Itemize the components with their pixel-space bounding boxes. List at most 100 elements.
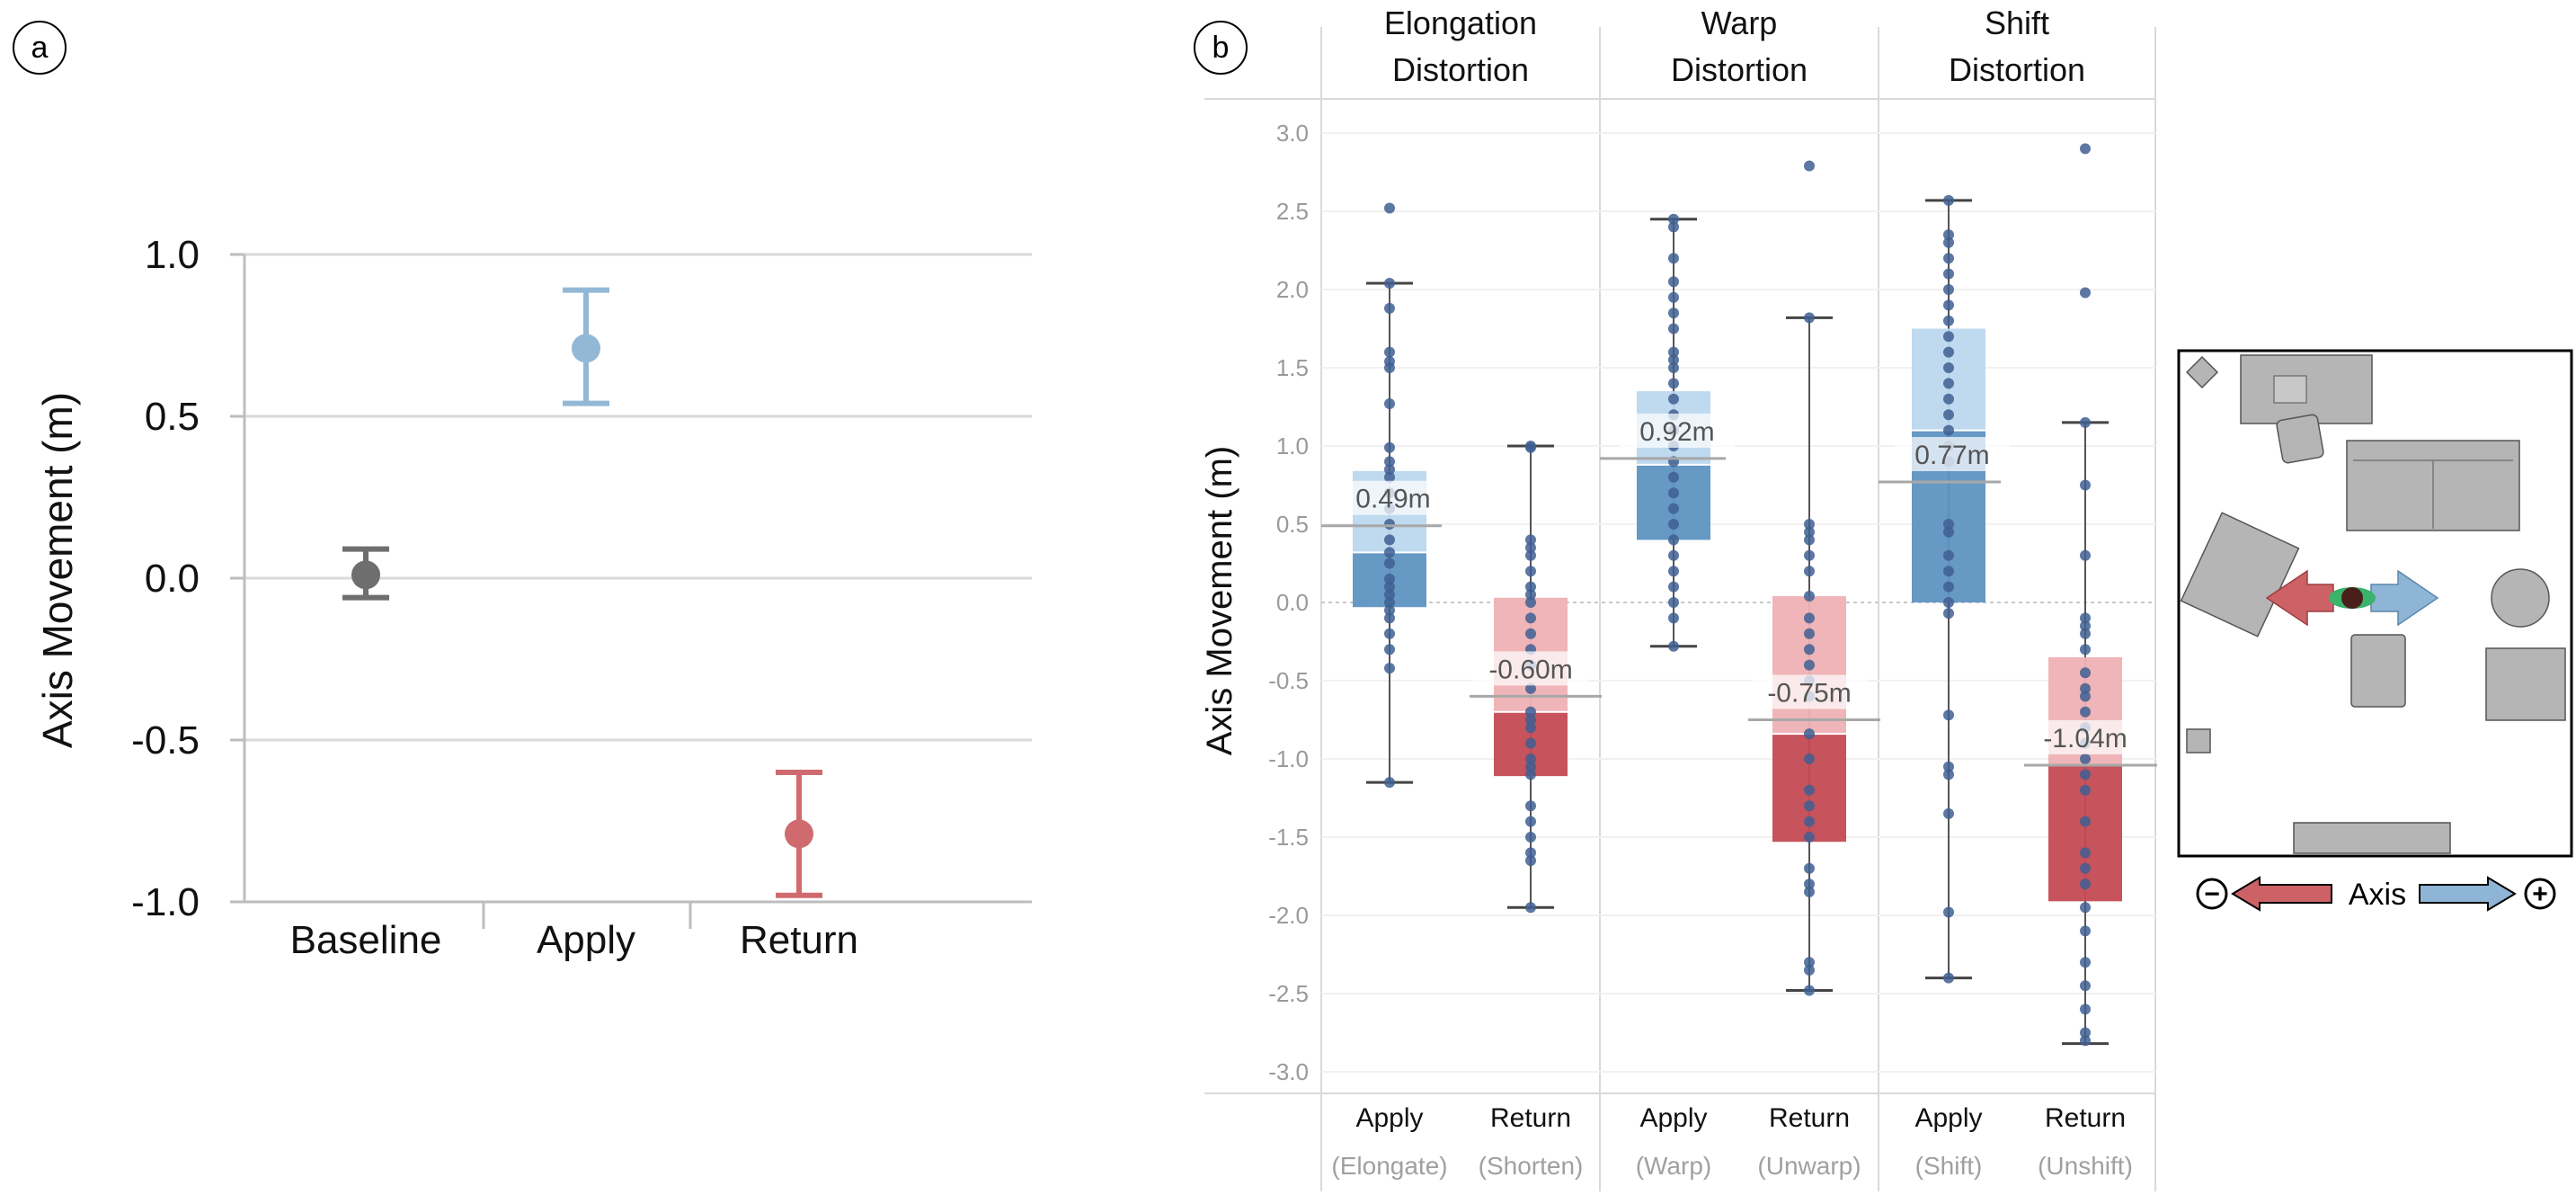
data-point-apply-1 <box>1668 519 1679 530</box>
data-point-apply-1 <box>1668 581 1679 593</box>
data-point-return-2 <box>2080 549 2091 561</box>
data-point-apply-2 <box>1943 346 1954 358</box>
data-point-return-2 <box>2080 143 2091 155</box>
axis-legend: − Axis + <box>2196 876 2556 912</box>
data-point-apply-2 <box>1943 315 1954 326</box>
data-point-apply-0 <box>1384 441 1395 453</box>
data-point-return-0 <box>1525 800 1536 812</box>
mean-label-apply-0: 0.49m <box>1355 485 1430 514</box>
group-title-line2: Distortion <box>1392 51 1529 88</box>
panel-b-y-tick-label: 3.0 <box>1276 120 1309 147</box>
data-point-return-2 <box>2080 287 2091 299</box>
panel-b-y-tick-label: 1.5 <box>1276 354 1309 381</box>
panel-b-y-axis-label: Axis Movement (m) <box>1200 446 1239 756</box>
data-point-apply-1 <box>1668 308 1679 319</box>
data-point-return-1 <box>1804 549 1815 561</box>
minus-circle-icon <box>2196 878 2228 910</box>
data-point-return-0 <box>1525 441 1536 453</box>
data-point-apply-2 <box>1943 229 1954 241</box>
data-point-apply-2 <box>1943 519 1954 530</box>
data-point-return-1 <box>1804 628 1815 639</box>
data-point-return-1 <box>1804 964 1815 976</box>
data-point-apply-2 <box>1943 194 1954 206</box>
data-point-apply-1 <box>1668 393 1679 405</box>
mean-label-bg-return-1 <box>1752 674 1867 709</box>
data-point-return-2 <box>2080 1035 2091 1047</box>
mean-label-return-1: -0.75m <box>1767 679 1851 709</box>
panel-b-y-tick-label: -3.0 <box>1268 1058 1309 1085</box>
data-point-apply-2 <box>1943 253 1954 264</box>
panel-a-y-tick-label: 0.5 <box>145 395 200 439</box>
data-point-return-2 <box>2080 416 2091 428</box>
panel-b-y-tick-label: 2.0 <box>1276 276 1309 303</box>
mean-label-return-0: -0.60m <box>1488 655 1572 684</box>
mean-point-apply <box>572 334 600 363</box>
data-point-apply-0 <box>1384 604 1395 616</box>
data-point-return-2 <box>2080 925 2091 937</box>
data-point-apply-2 <box>1943 549 1954 561</box>
data-point-return-0 <box>1525 542 1536 554</box>
data-point-return-2 <box>2080 612 2091 624</box>
panel-b-y-tick-label: -2.0 <box>1268 902 1309 929</box>
data-point-apply-0 <box>1384 362 1395 373</box>
data-point-return-1 <box>1804 644 1815 655</box>
data-point-apply-2 <box>1943 761 1954 772</box>
panel-b-y-tick-label: 0.0 <box>1276 589 1309 616</box>
x-label-return-1: Return <box>1769 1103 1850 1133</box>
panel-a-marks <box>342 287 822 898</box>
data-point-return-1 <box>1804 800 1815 812</box>
data-point-apply-2 <box>1943 581 1954 593</box>
data-point-apply-2 <box>1943 362 1954 373</box>
data-point-apply-2 <box>1943 299 1954 311</box>
panel-b-y-tick-label: -1.5 <box>1268 824 1309 851</box>
data-point-apply-0 <box>1384 644 1395 655</box>
data-point-return-1 <box>1804 160 1815 172</box>
data-point-apply-1 <box>1668 471 1679 483</box>
data-point-return-1 <box>1804 591 1815 602</box>
data-point-apply-1 <box>1668 503 1679 514</box>
data-point-return-1 <box>1804 566 1815 577</box>
group-title-line2: Distortion <box>1671 51 1808 88</box>
data-point-apply-0 <box>1384 346 1395 358</box>
data-point-apply-1 <box>1668 566 1679 577</box>
data-point-return-0 <box>1525 847 1536 859</box>
panel-b-y-tick-label: 0.5 <box>1276 511 1309 538</box>
data-point-apply-0 <box>1384 278 1395 290</box>
x-sublabel-apply-0: (Elongate) <box>1331 1152 1447 1180</box>
data-point-return-2 <box>2080 862 2091 874</box>
panel-b-label-circle <box>1194 21 1248 75</box>
data-point-return-2 <box>2080 769 2091 780</box>
axis-legend-label: Axis <box>2349 878 2406 912</box>
small-box-icon <box>2186 728 2211 754</box>
data-point-return-0 <box>1525 706 1536 718</box>
panel-b-label: b <box>1212 31 1230 65</box>
data-point-return-0 <box>1525 902 1536 914</box>
data-point-apply-0 <box>1384 777 1395 789</box>
data-point-return-2 <box>2080 682 2091 694</box>
panel-a-x-axis: Baseline Apply Return <box>244 900 1032 962</box>
data-point-apply-0 <box>1384 628 1395 639</box>
panel-b-y-tick-label: -2.5 <box>1268 980 1309 1007</box>
x-sublabel-apply-2: (Shift) <box>1915 1152 1983 1180</box>
data-point-apply-2 <box>1943 409 1954 421</box>
data-point-apply-2 <box>1943 709 1954 721</box>
data-point-apply-0 <box>1384 398 1395 410</box>
data-point-return-1 <box>1804 816 1815 827</box>
panel-a-label: a <box>31 31 49 65</box>
data-point-return-1 <box>1804 784 1815 796</box>
panel-a: a Axis Movement (m) 1.0 0.5 0.0 -0.5 -1.0 Ba… <box>13 21 1032 962</box>
data-point-apply-2 <box>1943 906 1954 918</box>
data-point-apply-0 <box>1384 519 1395 530</box>
data-point-return-1 <box>1804 534 1815 546</box>
data-point-return-1 <box>1804 612 1815 624</box>
group-title-line1: Shift <box>1985 4 2049 41</box>
data-point-apply-0 <box>1384 597 1395 608</box>
data-point-return-1 <box>1804 519 1815 530</box>
panel-a-y-ticks: 1.0 0.5 0.0 -0.5 -1.0 <box>131 233 246 924</box>
panel-b-y-ticks: 3.0 2.5 2.0 1.5 1.0 0.5 0.0 -0.5 -1.0 -1.5 -2.0 -2.… <box>1268 120 1309 1085</box>
data-point-return-0 <box>1525 581 1536 593</box>
data-point-return-1 <box>1804 832 1815 843</box>
data-point-apply-1 <box>1668 640 1679 652</box>
data-point-apply-2 <box>1943 378 1954 389</box>
data-point-apply-1 <box>1668 612 1679 624</box>
